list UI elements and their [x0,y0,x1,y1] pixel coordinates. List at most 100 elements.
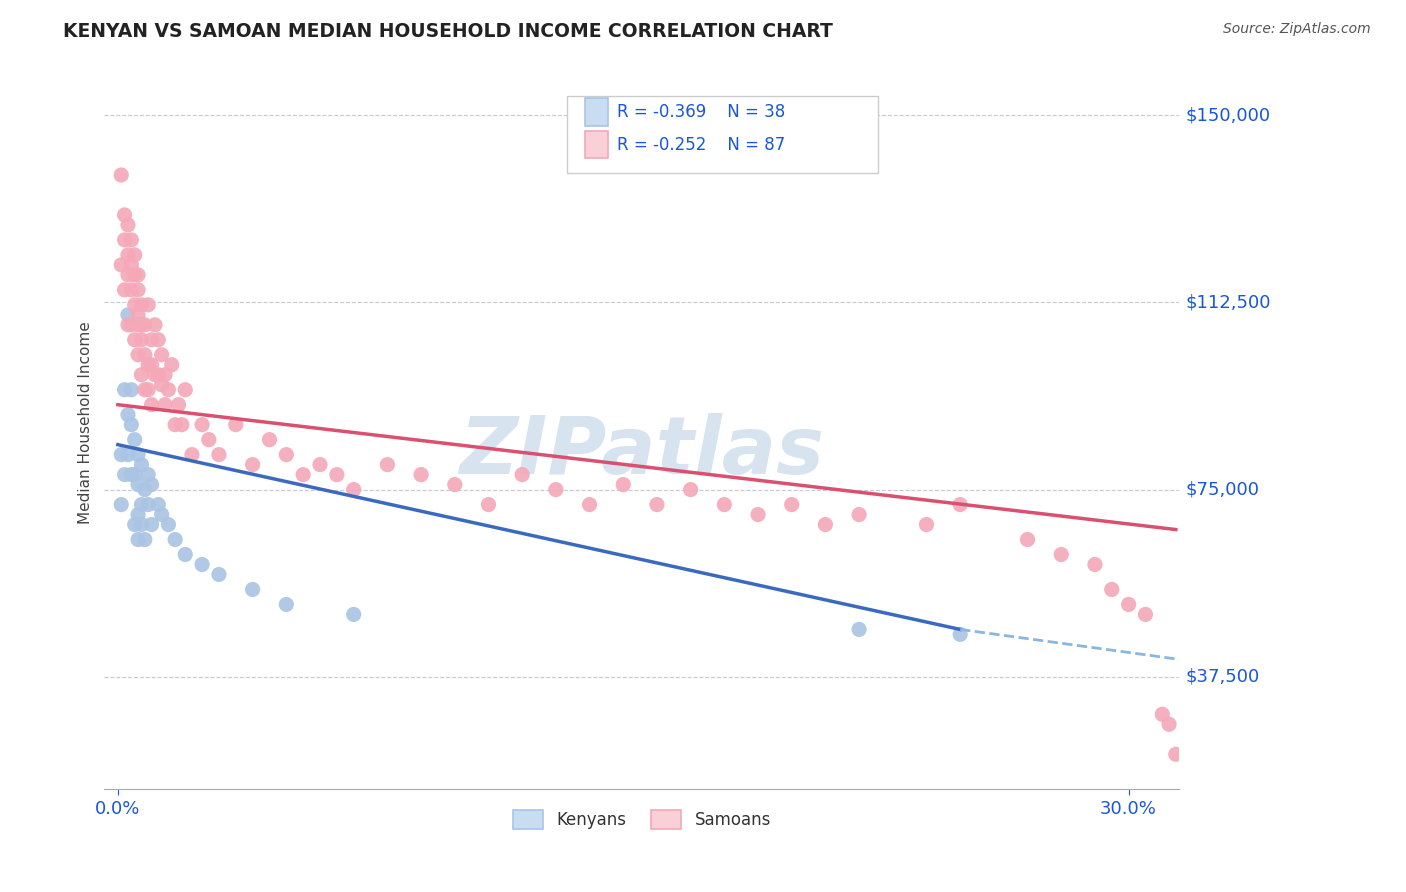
Point [120,233,142,247]
Point [120,318,142,332]
Point [1017,533,1039,547]
Point [136,383,159,397]
Point [326,467,349,482]
Point [134,383,156,397]
Point [136,358,159,372]
Point [153,398,176,412]
Point [343,607,366,622]
Point [127,348,149,362]
Point [136,498,159,512]
Text: $150,000: $150,000 [1185,106,1271,124]
Point [127,268,149,282]
Point [208,448,231,462]
Point [409,467,432,482]
Point [131,498,153,512]
Point [157,383,180,397]
Point [510,467,533,482]
Point [134,483,156,497]
Point [780,498,803,512]
Point [915,517,938,532]
Point [117,248,139,262]
Point [165,533,187,547]
Point [136,298,159,312]
Point [713,498,735,512]
Point [477,498,499,512]
Point [612,477,634,491]
Point [134,318,156,332]
Point [114,283,136,297]
Point [117,408,139,422]
FancyBboxPatch shape [585,98,609,126]
Point [110,168,132,182]
Point [114,383,136,397]
Point [127,533,149,547]
Point [127,448,149,462]
Point [1050,548,1073,562]
Point [292,467,315,482]
Text: R = -0.369    N = 38: R = -0.369 N = 38 [617,103,786,120]
Point [578,498,600,512]
Point [377,458,399,472]
Point [110,258,132,272]
Point [134,533,156,547]
Point [167,398,190,412]
Point [127,308,149,322]
Point [143,318,166,332]
Point [276,448,298,462]
Point [127,318,149,332]
Point [165,417,187,432]
Point [127,477,149,491]
Point [1157,717,1180,731]
Point [143,368,166,382]
Point [141,358,163,372]
Point [117,318,139,332]
Point [131,298,153,312]
Point [120,383,142,397]
Point [208,567,231,582]
Point [110,448,132,462]
Point [949,627,972,641]
Point [120,417,142,432]
Point [114,208,136,222]
Point [259,433,281,447]
Point [131,458,153,472]
Point [157,517,180,532]
Point [191,417,214,432]
Point [1152,707,1174,722]
Point [141,517,163,532]
Point [343,483,366,497]
Text: KENYAN VS SAMOAN MEDIAN HOUSEHOLD INCOME CORRELATION CHART: KENYAN VS SAMOAN MEDIAN HOUSEHOLD INCOME… [63,22,834,41]
Point [131,333,153,347]
Text: R = -0.252    N = 87: R = -0.252 N = 87 [617,136,786,153]
Point [124,248,146,262]
Point [124,298,146,312]
Point [141,398,163,412]
Point [1118,598,1140,612]
Point [117,308,139,322]
Text: Source: ZipAtlas.com: Source: ZipAtlas.com [1223,22,1371,37]
Point [242,582,264,597]
FancyBboxPatch shape [585,130,609,159]
Point [120,283,142,297]
Point [848,623,870,637]
Point [544,483,567,497]
Text: ZIPatlas: ZIPatlas [460,412,824,491]
Point [747,508,769,522]
Point [814,517,837,532]
Point [131,517,153,532]
Point [160,358,183,372]
Point [153,368,176,382]
Point [1135,607,1157,622]
Point [124,333,146,347]
Point [141,477,163,491]
Text: $112,500: $112,500 [1185,293,1271,311]
Point [309,458,332,472]
Point [645,498,668,512]
Point [225,417,247,432]
Point [174,383,197,397]
Point [181,448,204,462]
Point [174,548,197,562]
Point [150,508,173,522]
Point [150,377,173,392]
Y-axis label: Median Household Income: Median Household Income [79,321,93,524]
